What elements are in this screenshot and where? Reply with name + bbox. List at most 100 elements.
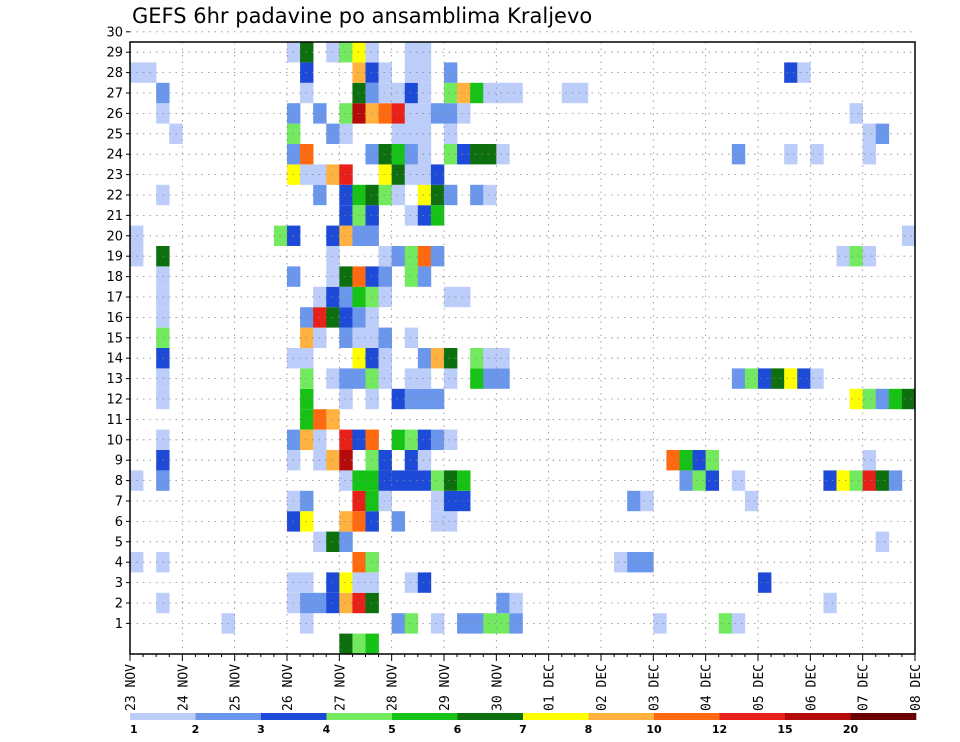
heat-cell [365,266,379,287]
heat-cell [352,490,366,512]
heat-cell [627,490,641,512]
heat-cell [404,450,419,471]
legend-label: 10 [646,723,662,736]
x-axis: 23 NOV 24 NOV 25 NOV 26 NOV 27 NOV 28 NOV 29 N… [124,654,924,711]
heat-cell [365,103,379,124]
heat-cell [444,286,458,308]
heat-cell [404,123,419,144]
x-tick-label: 02 DEC [595,664,610,711]
heat-cell [483,613,497,634]
legend-swatch [850,713,917,720]
heat-cell [430,205,445,226]
heat-cell [444,184,458,206]
heat-cell [404,164,419,185]
y-tick-label: 3 [115,576,123,591]
heat-cell [391,388,406,410]
heat-cell [339,388,353,410]
heat-cell [758,368,772,389]
x-tick-label: 26 NOV [281,664,296,711]
heat-cell [417,123,432,144]
heat-cell [692,470,706,491]
heat-cell [404,572,419,593]
heat-cell [444,144,458,165]
heat-cell [417,184,432,206]
y-tick-label: 5 [115,535,123,550]
heat-cell [430,429,445,450]
heat-cell [404,62,419,83]
heat-cell [352,572,366,593]
heat-cell [483,368,497,389]
heat-cell [365,511,379,532]
heat-cell [417,266,432,287]
heat-cell [339,123,353,144]
legend-swatch [130,713,196,720]
y-tick-label: 21 [106,209,123,224]
heat-cell [862,388,877,410]
heat-cell [339,572,353,593]
legend-swatch [392,713,458,720]
heat-cell [875,123,890,144]
heat-cell [339,531,353,552]
heat-cell [404,246,419,267]
heat-cell [391,184,406,206]
heat-cell [457,490,471,512]
heat-cell [339,450,353,471]
y-tick-label: 10 [106,433,123,448]
heat-cell [339,225,353,246]
y-tick-label: 1 [115,617,123,632]
heat-cell [849,470,863,491]
heat-cell [666,450,680,471]
heat-cell [404,42,419,63]
heat-cell [339,429,353,450]
heat-cell [614,552,628,573]
heat-cell [339,103,353,124]
y-tick-label: 28 [106,66,123,81]
heat-cell [731,470,746,491]
heat-cell [797,368,811,389]
heat-cell [339,205,353,226]
heat-cell [444,348,458,369]
heat-cell [352,82,366,104]
heat-cell [339,511,353,532]
heat-cell [417,42,432,63]
y-tick-label: 24 [106,148,123,163]
y-tick-label: 4 [115,556,123,571]
heat-cell [391,429,406,450]
heat-cell [391,613,406,634]
heat-cell [862,123,877,144]
heat-cell [784,62,798,83]
heat-cell [365,144,379,165]
x-tick-label: 03 DEC [647,664,662,711]
heat-cell [444,368,458,389]
heat-cell [365,490,379,512]
heat-cell [470,613,484,634]
y-tick-label: 17 [106,291,123,306]
heat-cell [849,103,863,124]
heat-cell [378,490,392,512]
y-tick-label: 14 [106,352,123,367]
heat-cell [365,450,379,471]
heat-cell [339,470,353,491]
y-tick-label: 13 [106,372,123,387]
heat-cell [417,144,432,165]
heat-cell [823,470,837,491]
heat-cell [901,388,916,410]
heat-cell [444,103,458,124]
heat-cell [365,470,379,491]
legend-label: 7 [519,723,527,736]
heat-cell [352,42,366,63]
heat-cell [352,62,366,83]
heat-cell [417,429,432,450]
heat-cell [352,184,366,206]
y-tick-label: 8 [115,474,123,489]
heat-cell [417,348,432,369]
heat-cell [444,470,458,491]
legend-swatch [326,713,393,720]
heat-cell [470,184,484,206]
heat-cell [365,348,379,369]
heat-cell [404,388,419,410]
heat-cell [417,205,432,226]
heat-cell [457,82,471,104]
heat-cell [496,82,510,104]
heat-cell [496,144,510,165]
